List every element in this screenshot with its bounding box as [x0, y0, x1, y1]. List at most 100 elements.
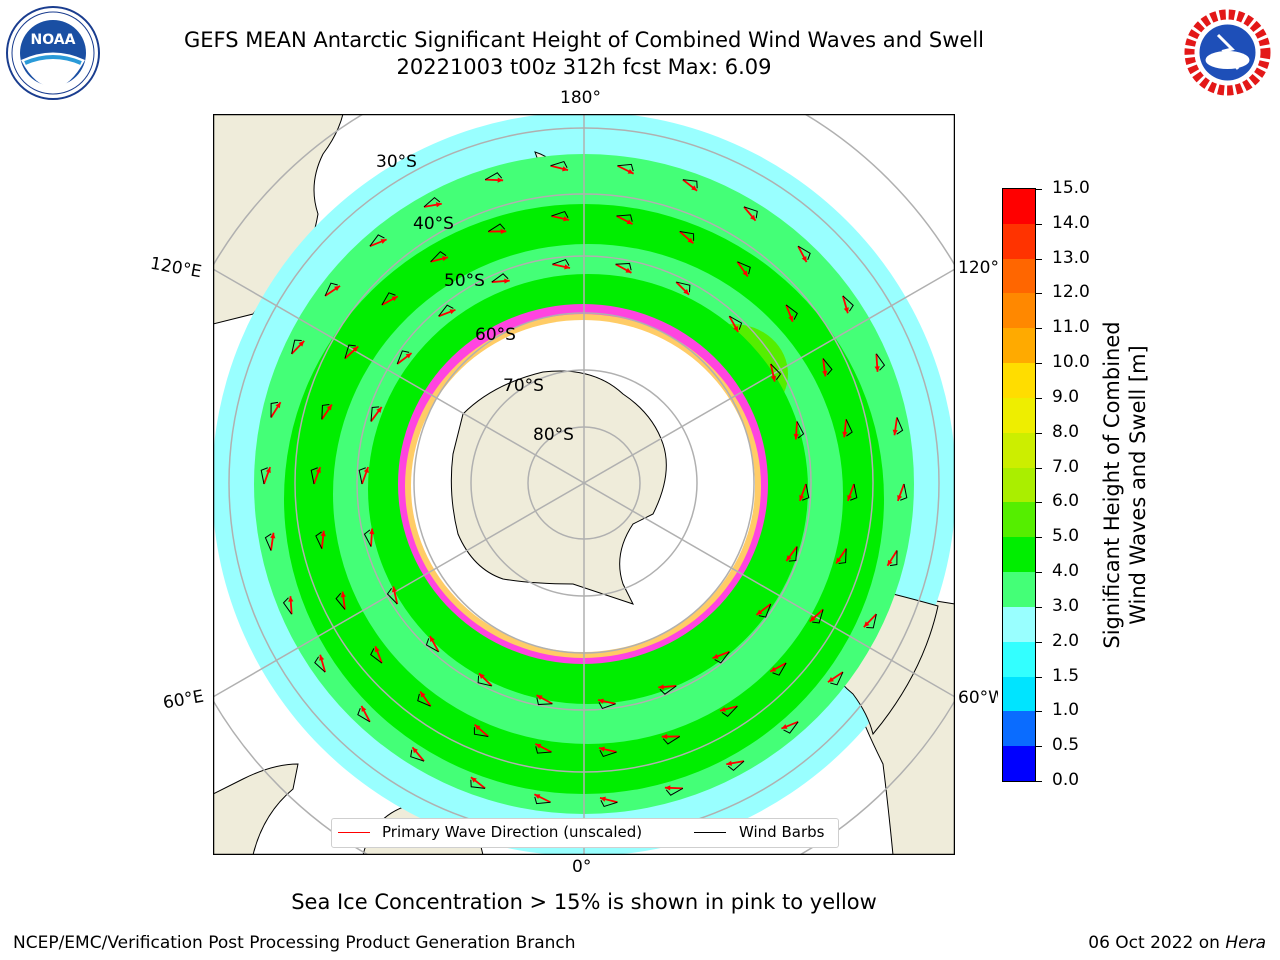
- wind-barb: [438, 304, 454, 317]
- wave-arrow-head: [842, 431, 848, 438]
- wind-barb: [370, 648, 383, 664]
- wave-arrow-head: [534, 794, 541, 800]
- colorbar-tick-mark: [1036, 432, 1042, 434]
- wave-arrow-head: [756, 609, 763, 615]
- colorbar-segment: [1003, 746, 1035, 781]
- wind-barb: [270, 401, 279, 418]
- wind-barb: [473, 727, 489, 737]
- wind-barb: [381, 292, 396, 306]
- colorbar-tick-mark: [1036, 606, 1042, 608]
- wave-arrow-head: [750, 214, 756, 221]
- africa-land: [213, 763, 299, 855]
- colorbar-tick-label: 0.0: [1052, 770, 1080, 790]
- colorbar-tick-mark: [1036, 467, 1042, 469]
- wave-direction-legend-label: Primary Wave Direction (unscaled): [382, 823, 643, 841]
- colorbar-segment: [1003, 397, 1035, 433]
- wind-barb: [369, 234, 385, 247]
- wind-barb: [676, 281, 691, 293]
- colorbar-segment: [1003, 328, 1035, 364]
- wave-arrow-head: [412, 747, 418, 754]
- wave-arrow-head: [497, 177, 504, 183]
- footer-credit: NCEP/EMC/Verification Post Processing Pr…: [13, 933, 576, 953]
- wave-arrow-head: [597, 698, 604, 704]
- wind-barb: [425, 638, 439, 653]
- wind-barb: [743, 206, 758, 219]
- colorbar-segment: [1003, 572, 1035, 607]
- colorbar-segment: [1003, 467, 1035, 503]
- lon-label-60w: 60°W: [958, 688, 998, 708]
- lon-label-0: 0°: [572, 857, 592, 877]
- colorbar-tick-mark: [1036, 572, 1042, 574]
- colorbar-tick-label: 5.0: [1052, 526, 1080, 547]
- wave-arrow-head: [892, 429, 898, 436]
- footer-date: 06 Oct 2022 on Hera: [1088, 933, 1266, 953]
- colorbar-tick-mark: [1036, 258, 1042, 260]
- wind-barb: [535, 746, 552, 754]
- wind-barb: [662, 736, 681, 745]
- wave-arrow-head: [599, 746, 605, 752]
- colorbar-segment: [1003, 188, 1035, 224]
- wind-barb: [396, 350, 410, 365]
- wave-arrow-head: [683, 289, 690, 295]
- wind-barb: [617, 163, 634, 172]
- lat-label-30s: 30°S: [376, 152, 417, 172]
- wind-barb: [430, 251, 447, 263]
- colorbar-tick-mark: [1036, 676, 1042, 678]
- wave-arrow-head: [420, 691, 426, 698]
- wave-vectors: [260, 160, 908, 808]
- colorbar-segment: [1003, 502, 1035, 538]
- wind-barb: [842, 295, 854, 312]
- wave-arrow-head: [733, 325, 739, 332]
- wave-arrow-head: [770, 375, 777, 382]
- colorbar-segment: [1003, 363, 1035, 398]
- wave-arrow-head: [836, 557, 842, 564]
- wind-barb: [477, 675, 492, 687]
- wind-barbs-legend-label: Wind Barbs: [739, 823, 825, 841]
- colorbar-tick-label: 1.5: [1052, 665, 1080, 686]
- map-title: GEFS MEAN Antarctic Significant Height o…: [183, 28, 985, 52]
- wind-barb: [417, 693, 431, 707]
- colorbar-tick-label: 6.0: [1052, 491, 1080, 512]
- sea-ice-note: Sea Ice Concentration > 15% is shown in …: [291, 890, 877, 914]
- wind-barb: [797, 245, 811, 261]
- wave-arrow-head: [265, 467, 271, 474]
- wind-barb: [830, 671, 844, 686]
- wave-direction-legend-swatch: [338, 832, 370, 833]
- wave-arrow-head: [340, 591, 346, 598]
- wave-arrow-head: [626, 219, 633, 225]
- wind-barb: [357, 707, 371, 723]
- wind-barb: [822, 358, 833, 375]
- wind-barb: [616, 214, 633, 222]
- lon-label-120w: 120°W: [958, 258, 998, 278]
- wind-barb: [875, 353, 886, 371]
- colorbar-segment: [1003, 641, 1035, 677]
- colorbar-tick-label: 13.0: [1052, 247, 1090, 268]
- wave-arrow-head: [827, 676, 834, 683]
- wave-arrow-head: [535, 743, 542, 749]
- colorbar: [1002, 188, 1036, 782]
- wind-barbs-legend-swatch: [694, 832, 726, 833]
- colorbar-tick-mark: [1036, 223, 1042, 225]
- wave-arrow-head: [719, 706, 726, 712]
- wind-barb: [615, 262, 632, 271]
- colorbar-tick-mark: [1036, 397, 1042, 399]
- lat-label-40s: 40°S: [413, 214, 454, 234]
- wave-arrow-head: [599, 796, 606, 802]
- wind-barb: [491, 273, 509, 283]
- wind-barb: [721, 705, 738, 717]
- lat-label-80s: 80°S: [533, 425, 574, 445]
- wind-barb: [536, 697, 553, 706]
- wind-barb: [598, 702, 616, 710]
- wave-arrow-head: [822, 370, 828, 377]
- wind-barb: [534, 796, 551, 805]
- colorbar-tick-label: 3.0: [1052, 595, 1080, 616]
- wave-arrow-head: [742, 270, 748, 277]
- wave-arrow-head: [504, 278, 510, 284]
- noaa-logo-text: NOAA: [31, 32, 76, 48]
- wind-barb: [838, 548, 847, 565]
- wave-arrow-head: [429, 636, 435, 643]
- colorbar-tick-label: 12.0: [1052, 282, 1090, 303]
- wave-arrow-head: [270, 532, 276, 539]
- wind-barb: [321, 403, 330, 420]
- wave-arrow-head: [799, 494, 805, 501]
